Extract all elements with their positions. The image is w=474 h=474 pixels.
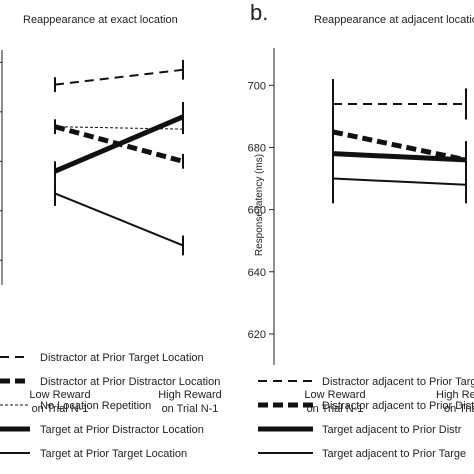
panel-b-legend-label: Distractor adjacent to Prior Distr	[322, 400, 474, 412]
panel-a-series-line	[54, 68, 184, 86]
panel-b-legend: Distractor adjacent to Prior Targ Distrac…	[258, 376, 474, 460]
panel-b-x-category-high-line1: High Rew	[436, 389, 474, 401]
panel-b-y-tick-label: 640	[248, 267, 266, 279]
panel-a-legend-label: Target at Prior Target Location	[40, 448, 187, 460]
panel-b-y-tick-label: 700	[248, 80, 266, 92]
panel-b-y-axis-label: Response latency (ms)	[254, 154, 265, 256]
panel-b-y-tick-label: 680	[248, 142, 266, 154]
panel-b-title: Reappearance at adjacent location	[314, 14, 474, 26]
panel-b-label: b.	[250, 0, 268, 25]
panel-b-y-tick-label: 620	[248, 329, 266, 341]
panel-b-x-category-low-line2: on Trial N-1	[307, 403, 364, 415]
panel-a-title: Reappearance at exact location	[23, 14, 178, 26]
panel-a-series-line	[54, 192, 184, 247]
panel-a-legend-label: Target at Prior Distractor Location	[40, 424, 204, 436]
panel-b-series-line	[332, 151, 467, 163]
panel-a-legend-label: No Location Repetition	[40, 400, 151, 412]
panel-a-legend-label: Distractor at Prior Distractor Location	[40, 376, 220, 388]
panel-b-legend-label: Target adjacent to Prior Targe	[322, 448, 466, 460]
panel-a-x-category-high-line1: High Reward	[158, 389, 222, 401]
panel-a-x-category-low-line2: on Trial N-1	[32, 403, 89, 415]
panel-b-x-category-low-line1: Low Reward	[304, 389, 365, 401]
panel-a-series-line	[54, 114, 184, 174]
panel-b-series-line	[332, 177, 467, 186]
panel-a-plot: 0080604020	[0, 50, 184, 285]
panel-a-x-category-high-line2: on Trial N-1	[162, 403, 219, 415]
panel-b-legend-label: Distractor adjacent to Prior Targ	[322, 376, 474, 388]
panel-a-series-line	[54, 126, 184, 130]
panel-a-x-category-low-line1: Low Reward	[29, 389, 90, 401]
panel-b-series-line	[332, 129, 467, 163]
panel-a-legend-label: Distractor at Prior Target Location	[40, 352, 204, 364]
panel-a-legend: Distractor at Prior Target Location Distr…	[0, 352, 220, 460]
panel-b-plot: 700 680 660 640 620	[248, 48, 467, 365]
panel-b-y-tick-label: 660	[248, 205, 266, 217]
panel-b-x-category-high-line2: on Tria	[444, 403, 474, 415]
panel-b-legend-label: Target adjacent to Prior Distr	[322, 424, 462, 436]
